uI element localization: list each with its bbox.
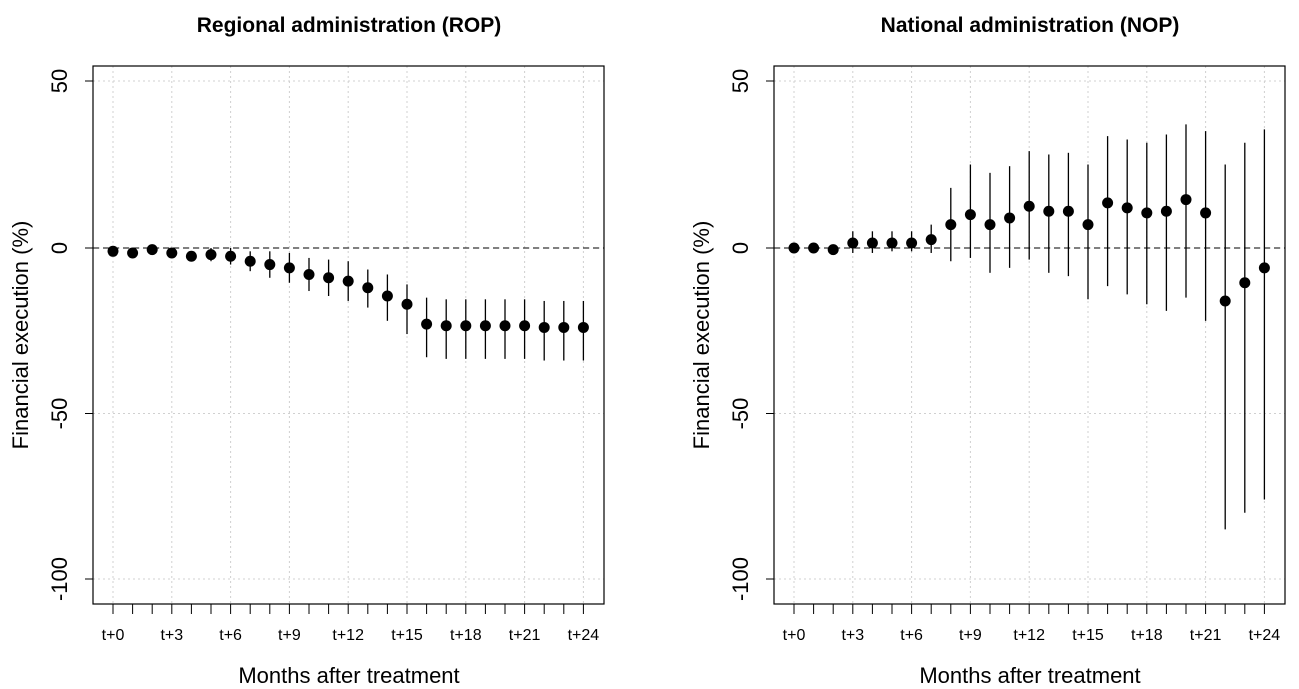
point-estimate <box>225 250 237 262</box>
point-estimate <box>1023 200 1035 212</box>
y-axis-ticks: 50 0 -50 -100 <box>47 69 93 601</box>
point-estimate <box>1121 202 1133 214</box>
point-estimate <box>1200 207 1212 219</box>
point-estimate <box>984 219 996 231</box>
point-estimate <box>1239 277 1251 289</box>
panel-nop: National administration (NOP) 50 0 -50 -100… <box>689 14 1286 688</box>
point-estimate <box>1043 205 1055 217</box>
x-axis-label: Months after treatment <box>919 663 1140 688</box>
x-tick-label: t+18 <box>450 627 482 644</box>
point-estimate <box>244 255 256 267</box>
x-tick-label: t+21 <box>509 627 541 644</box>
point-estimate <box>519 320 531 332</box>
x-tick-label: t+6 <box>900 627 923 644</box>
point-estimate <box>440 320 452 332</box>
x-tick-label: t+3 <box>160 627 183 644</box>
error-bars <box>112 246 585 361</box>
point-estimate <box>886 237 898 249</box>
x-tick-label: t+0 <box>102 627 125 644</box>
point-estimate <box>185 250 197 262</box>
y-tick-label: -50 <box>47 398 72 430</box>
x-tick-label: t+18 <box>1131 627 1163 644</box>
x-tick-label: t+12 <box>332 627 364 644</box>
point-estimate <box>283 262 295 274</box>
point-estimate <box>107 245 119 257</box>
y-tick-label: 0 <box>47 242 72 254</box>
gridlines <box>774 66 1285 604</box>
point-estimate <box>166 247 178 259</box>
point-estimate <box>1141 207 1153 219</box>
point-estimate <box>499 320 511 332</box>
x-tick-label: t+6 <box>219 627 242 644</box>
y-axis-ticks: 50 0 -50 -100 <box>728 69 774 601</box>
point-estimate <box>323 272 335 284</box>
point-estimate <box>146 244 158 256</box>
x-tick-label: t+9 <box>959 627 982 644</box>
point-estimate <box>1004 212 1016 224</box>
chart-title: Regional administration (ROP) <box>197 14 502 37</box>
point-estimate <box>205 249 217 261</box>
point-estimates <box>788 194 1270 307</box>
point-estimate <box>538 321 550 333</box>
point-estimate <box>1160 205 1172 217</box>
x-tick-label: t+15 <box>1072 627 1104 644</box>
panel-rop: Regional administration (ROP) 50 0 -50 -100… <box>8 14 605 688</box>
x-axis-ticks: t+0 t+3 t+6 t+9 t+12 t+15 t+18 t+21 t+24 <box>102 604 600 644</box>
point-estimate <box>1258 262 1270 274</box>
x-axis-ticks: t+0 t+3 t+6 t+9 t+12 t+15 t+18 t+21 t+24 <box>783 604 1281 644</box>
point-estimate <box>381 290 393 302</box>
point-estimate <box>127 247 139 259</box>
y-axis-label: Financial execution (%) <box>8 221 33 450</box>
point-estimate <box>264 259 276 271</box>
y-tick-label: -100 <box>728 557 753 601</box>
y-axis-label: Financial execution (%) <box>689 221 714 450</box>
point-estimate <box>421 318 433 330</box>
point-estimate <box>362 282 374 294</box>
point-estimate <box>1102 197 1114 209</box>
x-tick-label: t+12 <box>1013 627 1045 644</box>
point-estimate <box>1180 194 1192 206</box>
point-estimate <box>1219 295 1231 307</box>
point-estimates <box>107 244 589 333</box>
x-tick-label: t+9 <box>278 627 301 644</box>
point-estimate <box>479 320 491 332</box>
x-axis-label: Months after treatment <box>238 663 459 688</box>
point-estimate <box>808 242 820 254</box>
chart-title: National administration (NOP) <box>881 14 1180 37</box>
x-tick-label: t+21 <box>1190 627 1222 644</box>
x-tick-label: t+24 <box>1249 627 1281 644</box>
x-tick-label: t+24 <box>568 627 600 644</box>
y-tick-label: 50 <box>728 69 753 93</box>
point-estimate <box>906 237 918 249</box>
point-estimate <box>945 219 957 231</box>
x-tick-label: t+0 <box>783 627 806 644</box>
point-estimate <box>401 298 413 310</box>
point-estimate <box>964 209 976 221</box>
point-estimate <box>847 237 859 249</box>
gridlines <box>93 66 604 604</box>
point-estimate <box>866 237 878 249</box>
x-tick-label: t+3 <box>841 627 864 644</box>
y-tick-label: -50 <box>728 398 753 430</box>
point-estimate <box>303 268 315 280</box>
point-estimate <box>1062 205 1074 217</box>
point-estimate <box>558 321 570 333</box>
point-estimate <box>342 275 354 287</box>
x-tick-label: t+15 <box>391 627 423 644</box>
y-tick-label: 50 <box>47 69 72 93</box>
point-estimate <box>460 320 472 332</box>
point-estimate <box>925 234 937 246</box>
point-estimate <box>827 244 839 256</box>
point-estimate <box>577 321 589 333</box>
point-estimate <box>1082 219 1094 231</box>
point-estimate <box>788 242 800 254</box>
y-tick-label: -100 <box>47 557 72 601</box>
y-tick-label: 0 <box>728 242 753 254</box>
